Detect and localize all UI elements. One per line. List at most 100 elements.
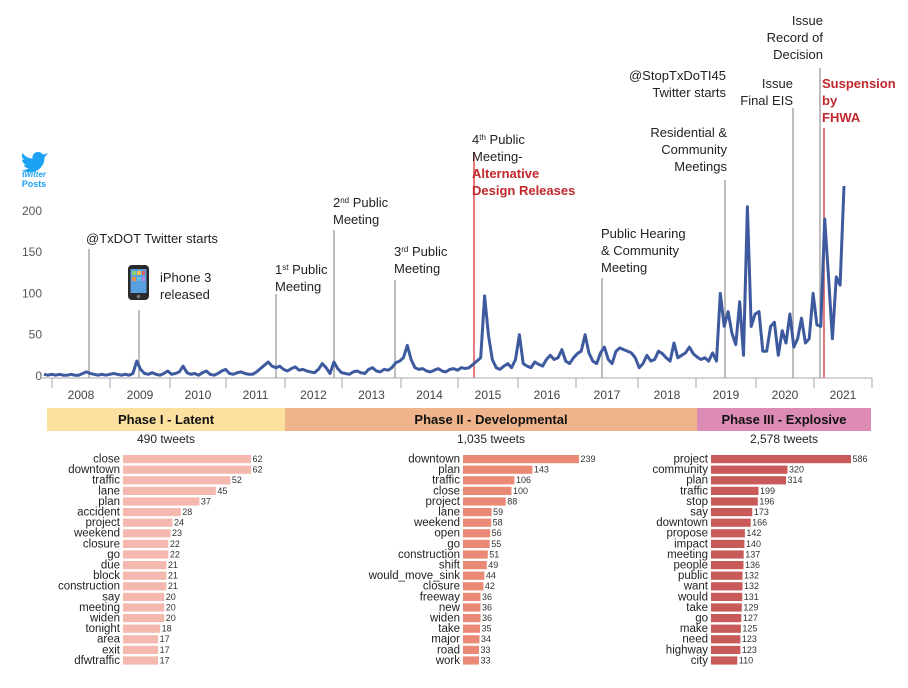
bar-category-label: highway xyxy=(666,644,708,656)
x-tick-label: 2015 xyxy=(475,388,502,402)
x-tick-label: 2019 xyxy=(713,388,740,402)
bar-value-label: 58 xyxy=(493,518,503,528)
event-label-line: 3rd Public xyxy=(394,244,448,259)
bar-category-label: downtown xyxy=(68,464,120,476)
bar-category-label: would_move_sink xyxy=(368,570,461,582)
event-label-highlight: FHWA xyxy=(822,110,861,125)
bar-value-label: 314 xyxy=(788,475,803,485)
keyword-bar xyxy=(711,539,745,548)
bar-value-label: 17 xyxy=(160,645,170,655)
keyword-bar xyxy=(463,539,490,548)
keyword-bar xyxy=(711,656,738,665)
bar-value-label: 20 xyxy=(166,592,176,602)
bar-category-label: widen xyxy=(89,613,120,625)
twitter-legend: twitter Posts xyxy=(21,152,48,189)
bar-value-label: 34 xyxy=(481,634,491,644)
x-tick-label: 2020 xyxy=(772,388,799,402)
keyword-bar xyxy=(123,624,161,633)
bar-category-label: major xyxy=(431,634,460,646)
bar-category-label: go xyxy=(695,613,708,625)
bar-value-label: 36 xyxy=(482,592,492,602)
event-label-line: Decision xyxy=(773,47,823,62)
event-label-line: @TxDOT Twitter starts xyxy=(86,231,218,246)
bar-category-label: weekend xyxy=(73,528,120,540)
keyword-bar xyxy=(463,486,512,495)
bar-category-label: meeting xyxy=(667,549,708,561)
keyword-bar xyxy=(463,603,481,612)
bar-value-label: 140 xyxy=(746,539,761,549)
bar-value-label: 166 xyxy=(752,518,767,528)
keyword-bar xyxy=(463,624,480,633)
keyword-bar xyxy=(711,550,744,559)
keyword-bar xyxy=(711,465,788,474)
keyword-bar xyxy=(711,561,744,570)
bar-category-label: go xyxy=(107,549,120,561)
bar-category-label: tonight xyxy=(85,623,120,635)
keyword-bar xyxy=(123,476,231,485)
keyword-bar xyxy=(123,550,169,559)
phase-title: Phase II - Developmental xyxy=(414,412,567,427)
event-label-line: 2nd Public xyxy=(333,195,389,210)
event-label-line: Meeting xyxy=(394,261,440,276)
bar-category-label: take xyxy=(686,602,708,614)
phase-band xyxy=(285,408,697,431)
phase-band xyxy=(697,408,871,431)
bar-category-label: shift xyxy=(439,560,461,572)
x-tick-label: 2011 xyxy=(243,388,269,402)
bar-category-label: project xyxy=(673,454,708,466)
bar-category-label: propose xyxy=(666,528,708,540)
bar-category-label: go xyxy=(447,538,460,550)
keyword-bar xyxy=(123,582,167,591)
bar-category-label: project xyxy=(85,517,120,529)
bar-value-label: 136 xyxy=(745,560,760,570)
y-tick-label: 150 xyxy=(22,245,42,259)
bar-value-label: 123 xyxy=(742,634,757,644)
keyword-bar xyxy=(463,508,492,517)
bar-category-label: public xyxy=(678,570,708,582)
keyword-bar xyxy=(123,645,159,654)
bar-category-label: downtown xyxy=(408,454,460,466)
iphone-icon xyxy=(128,265,149,300)
keyword-bar xyxy=(463,465,533,474)
event-label-line: Twitter starts xyxy=(652,85,726,100)
bar-category-label: plan xyxy=(98,496,120,508)
keyword-bar xyxy=(711,455,851,464)
keyword-bar xyxy=(123,455,251,464)
event-label-line: Final EIS xyxy=(740,93,793,108)
phase-title: Phase III - Explosive xyxy=(722,412,847,427)
bar-value-label: 100 xyxy=(513,486,528,496)
keyword-bar xyxy=(123,603,165,612)
keyword-bar xyxy=(123,561,167,570)
bar-category-label: impact xyxy=(674,538,709,550)
bar-category-label: open xyxy=(434,528,460,540)
bar-value-label: 132 xyxy=(744,571,759,581)
event-label-highlight: Suspension xyxy=(822,76,896,91)
bar-value-label: 20 xyxy=(166,602,176,612)
bar-value-label: 88 xyxy=(507,496,517,506)
bar-category-label: accident xyxy=(77,507,121,519)
keyword-bar xyxy=(123,486,216,495)
phase-tweet-count: 490 tweets xyxy=(137,432,195,446)
bar-value-label: 36 xyxy=(482,613,492,623)
event-label-line: Issue xyxy=(762,76,793,91)
bar-value-label: 55 xyxy=(491,539,501,549)
bar-category-label: community xyxy=(652,464,708,476)
bar-category-label: need xyxy=(682,634,708,646)
bar-category-label: close xyxy=(93,454,120,466)
event-label-line: Meeting xyxy=(601,260,647,275)
bar-value-label: 199 xyxy=(760,486,775,496)
bar-category-label: take xyxy=(438,623,460,635)
x-tick-label: 2008 xyxy=(68,388,95,402)
bar-value-label: 173 xyxy=(754,507,769,517)
phase-tweet-count: 2,578 tweets xyxy=(750,432,818,446)
event-label-line: Record of xyxy=(767,30,824,45)
keyword-bar xyxy=(123,571,167,580)
bar-value-label: 52 xyxy=(232,475,242,485)
keyword-bar xyxy=(711,592,743,601)
event-label-line: Meeting xyxy=(333,212,379,227)
event-label-line: Meeting- xyxy=(472,149,523,164)
bar-value-label: 21 xyxy=(168,581,178,591)
bar-value-label: 59 xyxy=(493,507,503,517)
event-label-line: 1st Public xyxy=(275,262,328,277)
event-label-line: & Community xyxy=(601,243,680,258)
